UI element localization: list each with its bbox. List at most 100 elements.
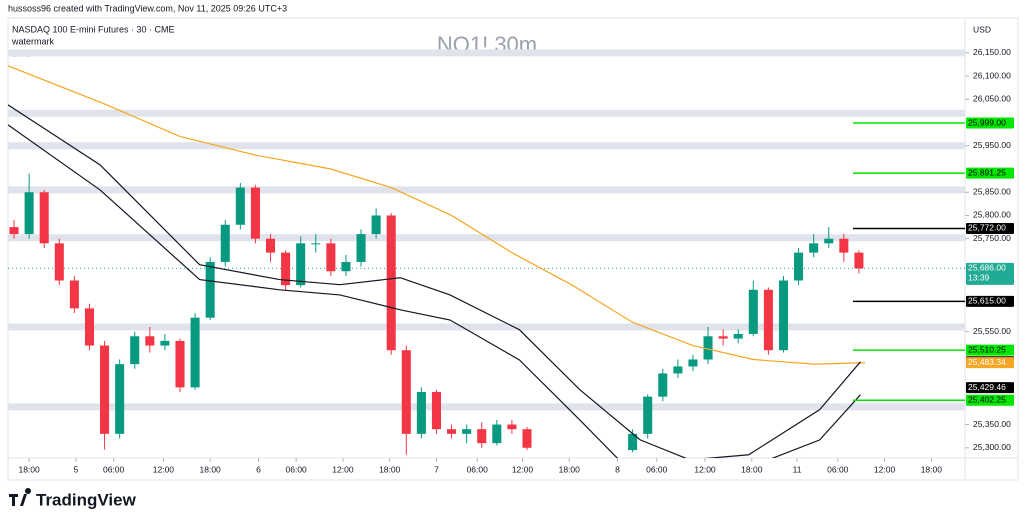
x-tick-label: 06:00 — [286, 464, 308, 474]
candle-body — [703, 336, 713, 360]
indicator-line — [8, 124, 861, 458]
marker-label: 25,483.34 — [968, 357, 1006, 367]
x-tick-label: 06:00 — [103, 464, 125, 474]
candle-body — [492, 424, 502, 444]
x-tick-label: 6 — [256, 464, 261, 474]
candle-body — [462, 429, 472, 434]
symbol[interactable]: NASDAQ 100 E-mini Futures · 30 · CME — [12, 24, 175, 34]
x-tick-label: 12:00 — [332, 464, 354, 474]
level-zone — [8, 186, 965, 194]
candle-body — [160, 340, 170, 346]
level-box — [966, 394, 1014, 406]
candle-body — [477, 429, 487, 444]
candle-body — [326, 243, 336, 272]
y-tick-label: 25,350.00 — [973, 419, 1011, 429]
candle-body — [824, 238, 834, 244]
logo-icon — [9, 487, 32, 506]
x-tick-label: 12:00 — [153, 464, 175, 474]
candle-body — [718, 336, 728, 339]
credit: hussoss96 created with TradingView.com, … — [8, 3, 287, 13]
level-label: 25,510.25 — [968, 344, 1006, 354]
candle-body — [205, 261, 215, 318]
candle-body — [643, 396, 653, 434]
candle-body — [748, 289, 758, 334]
candle-body — [265, 238, 276, 253]
candle-body — [54, 243, 64, 281]
candle-body — [688, 359, 698, 367]
candle-body — [235, 187, 245, 225]
y-tick-label: 25,300.00 — [973, 442, 1011, 452]
level-label: 25,402.25 — [968, 395, 1006, 405]
level-label: 25,772.00 — [968, 223, 1006, 233]
candle-body — [39, 192, 49, 244]
level-box — [966, 295, 1014, 307]
x-tick-label: 06:00 — [646, 464, 668, 474]
indicator-line — [8, 104, 861, 458]
x-tick-label: 12:00 — [694, 464, 716, 474]
candle-body — [809, 243, 819, 253]
last-price-box — [966, 262, 1014, 285]
level-box — [966, 344, 1014, 356]
candle-body — [386, 215, 396, 351]
candle-body — [401, 350, 411, 434]
plot — [8, 49, 965, 458]
candle-body — [778, 280, 789, 351]
y-tick-label: 26,100.00 — [973, 70, 1011, 80]
x-tick-label: 18:00 — [921, 464, 943, 474]
chart-frame — [7, 17, 1019, 481]
candle-body — [416, 392, 426, 434]
logo[interactable]: TradingView — [9, 487, 137, 509]
level-box — [966, 167, 1014, 179]
y-tick-label: 26,050.00 — [973, 94, 1011, 104]
candle-body — [130, 336, 140, 365]
candle-body — [507, 424, 517, 430]
candle-body — [371, 215, 381, 235]
candle-body — [431, 392, 442, 430]
level-label: 25,891.25 — [968, 167, 1006, 177]
x-tick-label: 18:00 — [200, 464, 222, 474]
currency[interactable]: USD — [973, 24, 991, 34]
marker-box — [966, 357, 1014, 369]
level-zone — [8, 403, 965, 411]
last-price-label: 25,686.00 — [968, 263, 1006, 273]
candle-body — [9, 227, 19, 235]
x-tick-label: 11 — [793, 464, 802, 474]
candle-body — [356, 234, 366, 262]
y-tick-label: 25,750.00 — [973, 233, 1011, 243]
candle-body — [296, 243, 306, 286]
level-box — [966, 117, 1014, 129]
countdown: 13:39 — [968, 273, 990, 283]
candle-body — [341, 261, 351, 272]
x-tick-label: 18:00 — [741, 464, 763, 474]
candle-body — [854, 252, 864, 269]
level-zone — [8, 323, 965, 331]
y-tick-label: 25,550.00 — [973, 326, 1011, 336]
x-tick-label: 18:00 — [559, 464, 581, 474]
level-label: 25,999.00 — [968, 117, 1006, 127]
candle-body — [673, 366, 683, 374]
candle-body — [220, 224, 230, 262]
candle-body — [250, 187, 260, 239]
indicator[interactable]: watermark — [11, 36, 55, 46]
x-tick-label: 06:00 — [827, 464, 849, 474]
level-zone — [8, 234, 965, 242]
candle-body — [763, 289, 773, 351]
candle-body — [175, 340, 185, 388]
logo-text: TradingView — [36, 490, 137, 509]
y-tick-label: 25,950.00 — [973, 140, 1011, 150]
level-zone — [8, 109, 965, 117]
x-tick-label: 12:00 — [874, 464, 896, 474]
x-tick-label: 5 — [74, 464, 79, 474]
marker-box — [966, 382, 1014, 394]
candle-body — [311, 243, 321, 245]
candle-body — [447, 429, 457, 434]
y-tick-label: 25,800.00 — [973, 210, 1011, 220]
candle-body — [24, 192, 34, 235]
x-tick-label: 18:00 — [18, 464, 40, 474]
y-tick-label: 25,850.00 — [973, 186, 1011, 196]
x-tick-label: 12:00 — [512, 464, 534, 474]
candle-body — [115, 364, 125, 434]
candle-body — [84, 308, 94, 346]
x-tick-label: 7 — [434, 464, 439, 474]
level-box — [966, 222, 1014, 234]
